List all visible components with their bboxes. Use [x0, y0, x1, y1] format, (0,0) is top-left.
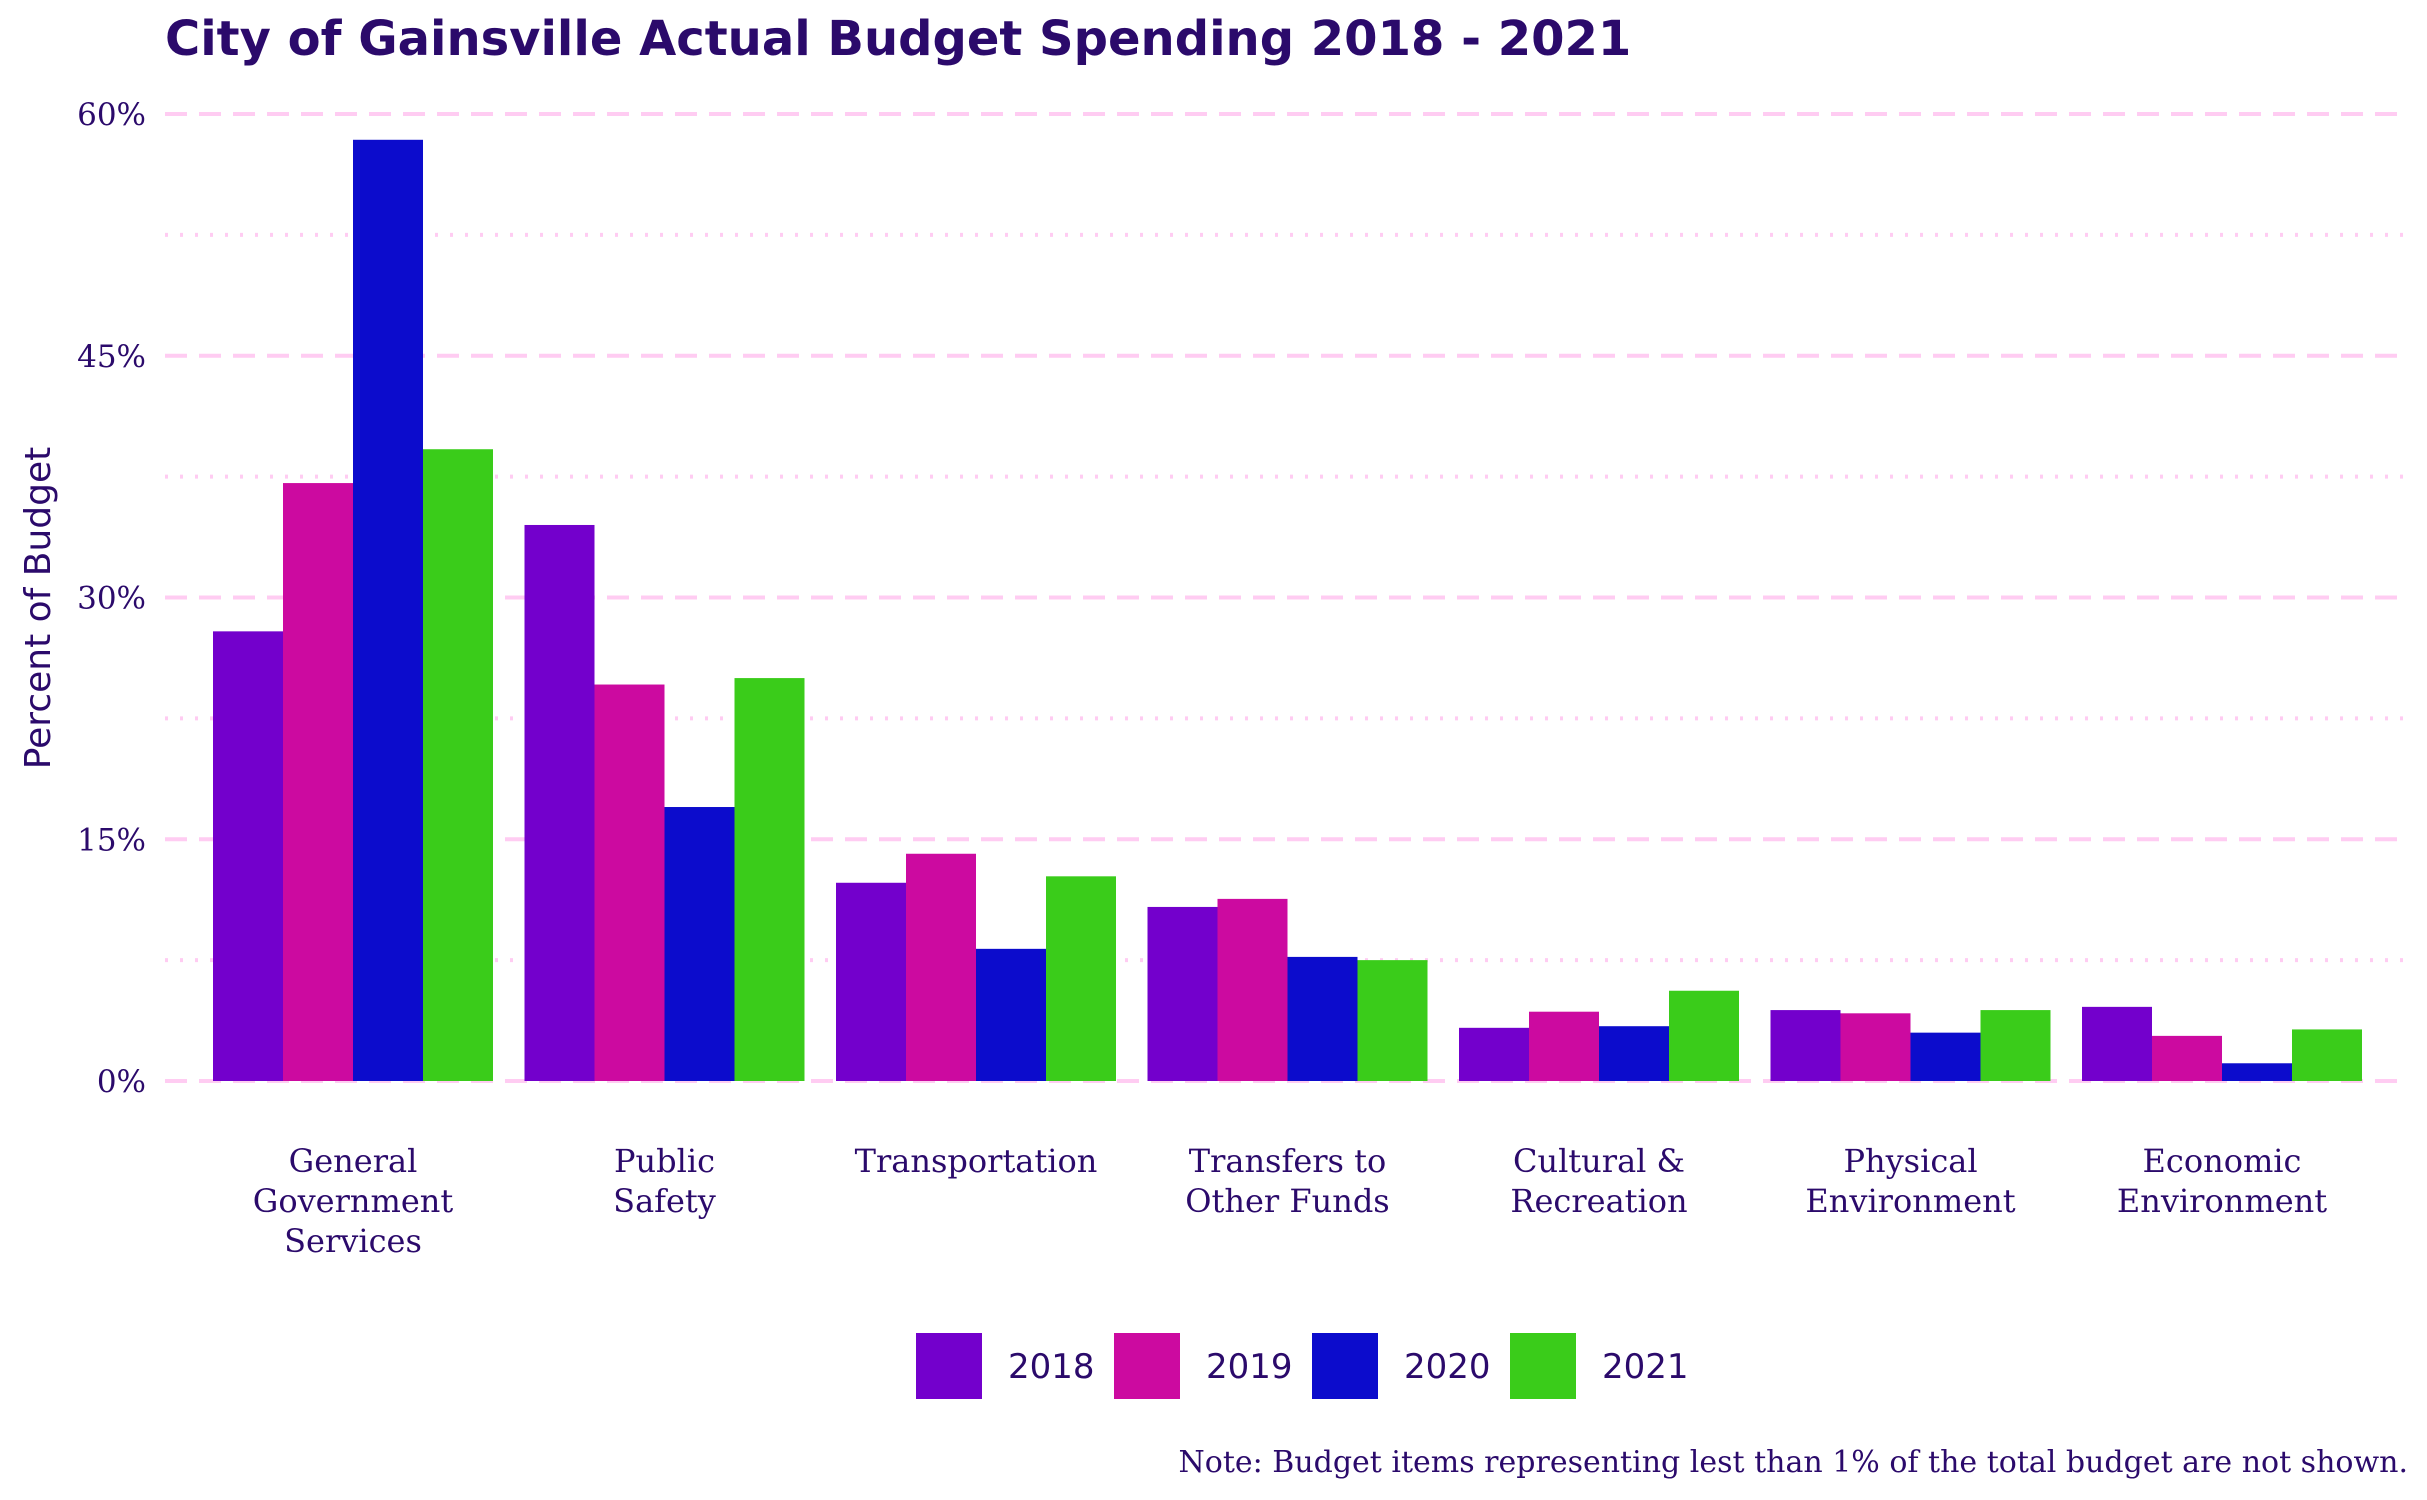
bar-2018	[524, 524, 595, 1081]
bar-2018	[1770, 1010, 1841, 1081]
bar-2019	[906, 853, 976, 1081]
x-category-label: Transportation	[855, 1142, 1098, 1180]
bar-2021	[1357, 960, 1428, 1081]
y-tick-label: 45%	[77, 339, 146, 375]
y-axis-ticks: 0% 15% 30% 45% 60%	[77, 97, 146, 1100]
bar-2020	[976, 948, 1046, 1081]
x-category-label: Transfers to Other Funds	[1185, 1142, 1389, 1220]
legend-swatch-2020	[1312, 1333, 1378, 1399]
bar-2018	[1147, 906, 1218, 1081]
bar-2019	[283, 483, 353, 1081]
bar-2020	[1287, 956, 1358, 1081]
legend-swatch-2019	[1114, 1333, 1180, 1399]
bar-2021	[734, 678, 805, 1081]
x-axis-categories: General Government Services Public Safety Tra…	[253, 1142, 2327, 1260]
legend: 2018 2019 2020 2021	[916, 1333, 1689, 1399]
bar-2019	[1217, 898, 1288, 1081]
y-tick-label: 30%	[77, 581, 146, 617]
x-category-label: Cultural & Recreation	[1510, 1142, 1687, 1220]
y-tick-label: 0%	[97, 1064, 146, 1100]
chart-title: City of Gainsville Actual Budget Spendin…	[165, 11, 1631, 67]
x-category-label: Economic Environment	[2117, 1142, 2327, 1220]
bar-2021	[2292, 1029, 2362, 1081]
footnote: Note: Budget items representing lest tha…	[1179, 1445, 2408, 1480]
bar-2021	[1669, 990, 1739, 1081]
bar-2020	[1910, 1032, 1981, 1081]
legend-swatch-2018	[916, 1333, 982, 1399]
legend-label-2018: 2018	[1008, 1347, 1095, 1387]
bar-2019	[594, 684, 665, 1081]
legend-swatch-2021	[1510, 1333, 1576, 1399]
bar-2019	[1840, 1013, 1911, 1081]
bar-2018	[213, 631, 283, 1081]
legend-label-2020: 2020	[1404, 1347, 1491, 1387]
x-category-label: Physical Environment	[1805, 1142, 2015, 1220]
bar-2021	[1046, 876, 1116, 1081]
bar-2019	[1529, 1011, 1599, 1081]
bar-2018	[2082, 1006, 2152, 1081]
bars	[213, 139, 2362, 1081]
bar-2021	[1980, 1010, 2051, 1081]
bar-2019	[2152, 1035, 2222, 1081]
x-category-label: Public Safety	[613, 1142, 716, 1220]
bar-2020	[2222, 1063, 2292, 1081]
y-tick-label: 15%	[77, 822, 146, 858]
bar-2018	[1459, 1027, 1529, 1081]
legend-label-2021: 2021	[1602, 1347, 1689, 1387]
y-tick-label: 60%	[77, 97, 146, 133]
bar-2020	[353, 139, 423, 1081]
bar-2021	[423, 449, 493, 1081]
bar-2020	[664, 807, 735, 1081]
x-category-label: General Government Services	[253, 1142, 454, 1260]
bar-2020	[1599, 1026, 1669, 1081]
legend-label-2019: 2019	[1206, 1347, 1293, 1387]
bar-2018	[836, 882, 906, 1081]
y-axis-label: Percent of Budget	[18, 447, 59, 770]
